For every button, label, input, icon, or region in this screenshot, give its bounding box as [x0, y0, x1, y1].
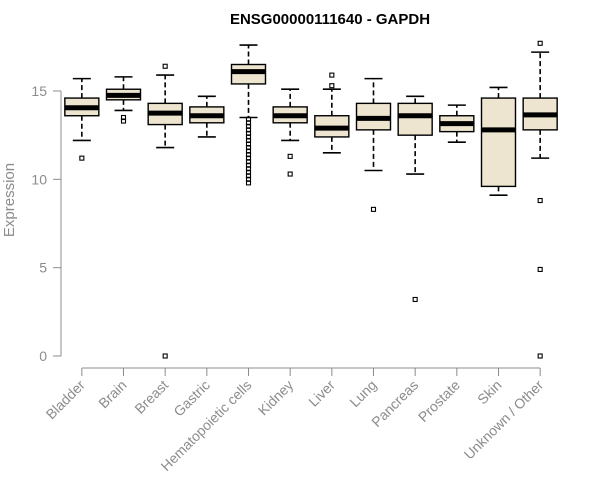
outlier-point	[537, 353, 543, 359]
box-prostate	[439, 104, 475, 144]
x-tick-label: Unknown / Other	[461, 377, 547, 463]
x-tick-label: Kidney	[255, 377, 297, 419]
outlier-point	[245, 180, 252, 186]
x-tick-label: Liver	[305, 377, 338, 410]
x-tick-label: Breast	[131, 377, 171, 417]
y-tick-label: 15	[31, 83, 47, 99]
box-skin	[480, 86, 517, 197]
iqr-box	[397, 102, 433, 136]
outlier-point	[120, 118, 127, 124]
outlier-point	[79, 155, 85, 161]
x-tick-label: Bladder	[43, 377, 89, 423]
iqr-box	[480, 97, 517, 188]
outlier-point	[537, 40, 543, 46]
box-kidney	[272, 88, 308, 177]
box-brain	[105, 76, 142, 124]
box-unknown-other	[522, 40, 558, 359]
chart-title: ENSG00000111640 - GAPDH	[230, 11, 430, 28]
y-tick-label: 0	[39, 348, 47, 364]
outlier-point	[287, 153, 293, 159]
box-lung	[355, 77, 392, 212]
outlier-point	[162, 353, 168, 359]
outlier-point	[329, 72, 335, 78]
y-tick-label: 5	[39, 260, 47, 276]
box-bladder	[64, 77, 100, 161]
x-tick-label: Skin	[474, 377, 505, 408]
outlier-point	[370, 206, 377, 212]
box-hematopoietic-cells	[230, 44, 267, 186]
box-breast	[147, 63, 183, 359]
y-tick-label: 10	[31, 171, 47, 187]
boxes-group	[64, 40, 558, 359]
box-pancreas	[397, 95, 433, 303]
x-tick-label: Brain	[95, 377, 129, 411]
x-tick-label: Lung	[346, 377, 379, 410]
outlier-point	[162, 63, 168, 69]
x-tick-label: Prostate	[415, 377, 463, 425]
y-axis-label: Expression	[1, 163, 18, 237]
iqr-box	[230, 63, 267, 85]
outlier-point	[537, 197, 543, 204]
box-liver	[314, 72, 350, 154]
outlier-point	[329, 83, 335, 89]
box-gastric	[189, 95, 225, 138]
outlier-point	[412, 296, 418, 303]
y-axis: 0 5 10 15	[31, 83, 62, 364]
outlier-point	[287, 171, 293, 177]
outlier-point	[537, 266, 543, 272]
